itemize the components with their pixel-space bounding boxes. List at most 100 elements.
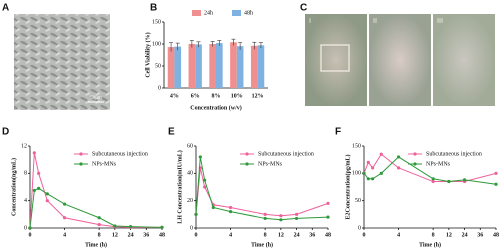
point [62, 216, 67, 220]
x-axis-label: Time (h) [251, 241, 273, 248]
legend-label: Subcutaneous injection [426, 151, 482, 157]
y-axis-label: Cell Viability (%) [144, 32, 151, 77]
bar [230, 42, 237, 88]
point [494, 171, 498, 175]
legend-marker [79, 162, 83, 166]
point [203, 178, 207, 182]
point [371, 177, 375, 181]
y-tick-label: 50 [155, 63, 161, 69]
y-tick-label: 60 [187, 143, 193, 149]
photo [369, 14, 431, 106]
panel-label: B [150, 3, 157, 14]
point [28, 226, 32, 230]
legend-label: 24h [204, 10, 213, 16]
x-tick-label: 4% [170, 93, 179, 99]
point [160, 225, 164, 229]
y-tick-label: 4 [24, 198, 27, 204]
y-tick-label: 20 [187, 198, 193, 204]
x-tick-label: 6% [191, 93, 200, 99]
point [447, 179, 451, 184]
x-tick-label: 12 [446, 232, 452, 238]
point [396, 155, 401, 159]
photo-label: II [373, 18, 377, 24]
x-tick-label: 36 [477, 232, 483, 238]
y-tick-label: 8 [24, 171, 27, 177]
point [366, 177, 370, 181]
bar [167, 47, 175, 88]
photo [305, 14, 367, 106]
legend-marker [413, 162, 417, 166]
bar [188, 44, 196, 88]
x-tick-label: 4 [397, 232, 400, 238]
bar [209, 44, 216, 88]
legend-marker [245, 162, 249, 166]
legend-marker [79, 152, 83, 156]
bar [236, 46, 244, 88]
scale-text: 50μm [90, 96, 102, 101]
bar [250, 45, 258, 88]
legend-label: NPs-MNs [92, 161, 117, 167]
legend-marker [245, 152, 249, 156]
point [494, 182, 498, 186]
y-tick-label: 100 [352, 171, 361, 177]
x-tick-label: 0 [363, 232, 366, 238]
x-tick-label: 24 [294, 232, 300, 238]
point [45, 199, 49, 203]
point [228, 210, 233, 214]
point [366, 160, 370, 164]
point [279, 218, 283, 222]
bar [195, 44, 202, 88]
y-tick-label: 50 [355, 198, 361, 204]
patch-outline [320, 44, 350, 72]
legend-label: Subcutaneous injection [258, 151, 314, 157]
point [32, 151, 36, 155]
panel-label: C [300, 3, 307, 14]
panel-label: D [2, 127, 9, 138]
x-tick-label: 8% [212, 93, 221, 99]
point [362, 171, 366, 175]
y-tick-label: 40 [187, 171, 193, 177]
legend-label: 48h [244, 10, 253, 16]
point [198, 155, 202, 159]
y-axis-label: Concentration(ng/mL) [10, 158, 17, 216]
y-tick-label: 12 [21, 143, 27, 149]
point [263, 212, 267, 216]
x-tick-label: 48 [325, 232, 331, 238]
x-tick-label: 4 [63, 232, 66, 238]
point [263, 216, 267, 221]
point [396, 166, 401, 170]
x-tick-label: 48 [159, 232, 165, 238]
point [431, 179, 435, 184]
photo [433, 14, 495, 106]
x-tick-label: 0 [29, 232, 32, 238]
point [279, 214, 283, 218]
x-tick-label: 36 [143, 232, 149, 238]
y-axis-label: E2Concentration(pg/mL) [344, 155, 351, 220]
legend-marker [413, 152, 417, 156]
legend-label: NPs-MNs [258, 161, 283, 167]
photo-label: I [309, 18, 311, 24]
point [326, 201, 330, 205]
point [379, 152, 383, 156]
y-tick-label: 150 [352, 143, 361, 149]
point [203, 185, 207, 189]
x-tick-label: 24 [462, 232, 468, 238]
bar [216, 43, 223, 88]
point [228, 205, 233, 210]
point [37, 171, 41, 175]
x-tick-label: 36 [309, 232, 315, 238]
x-axis-label: Time (h) [85, 241, 107, 248]
x-tick-label: 10% [231, 93, 243, 99]
point [37, 186, 41, 190]
y-axis-label: LH Concentration(mIU/mL) [176, 150, 183, 224]
panel-label: A [2, 3, 9, 14]
panel-label: F [335, 127, 341, 138]
point [211, 205, 215, 210]
point [294, 216, 299, 221]
legend-label: Subcutaneous injection [92, 151, 148, 157]
x-tick-label: 24 [128, 232, 134, 238]
x-tick-label: 12 [112, 232, 118, 238]
x-axis-label: Time (h) [419, 241, 441, 248]
y-tick-label: 0 [358, 225, 361, 231]
